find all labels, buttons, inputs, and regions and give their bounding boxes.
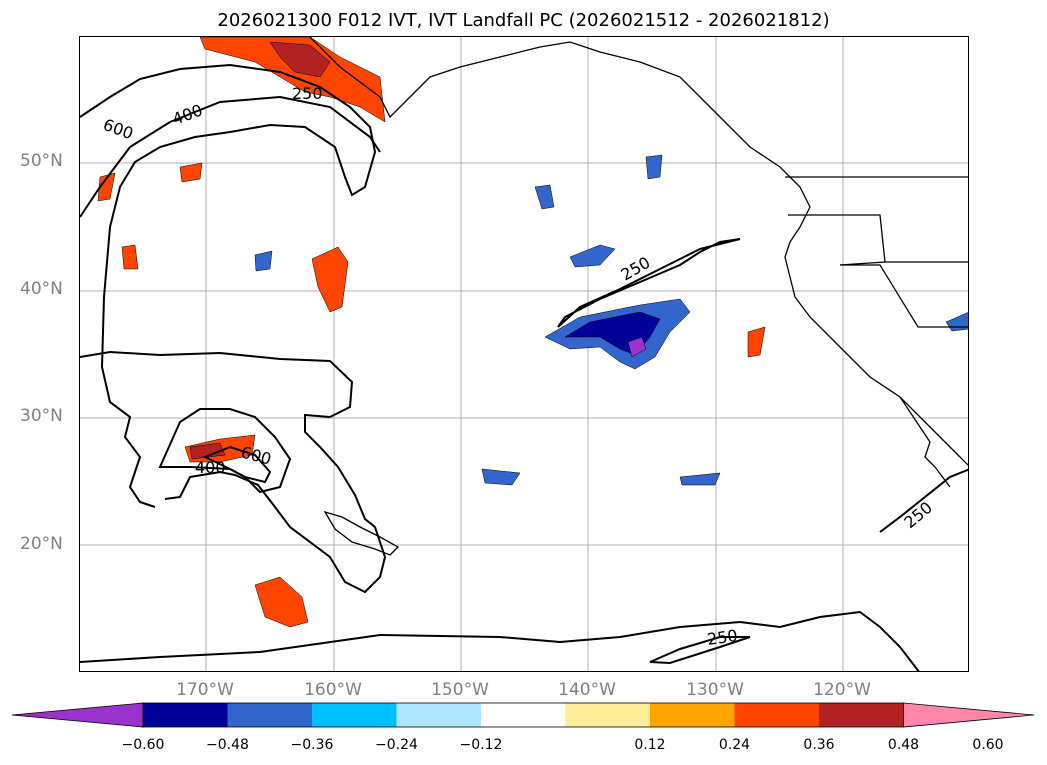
colorbar-segment — [143, 703, 228, 727]
colorbar-segments — [11, 702, 1035, 728]
contour-600-north — [80, 63, 377, 508]
colorbar-segment — [734, 703, 819, 727]
lon-label-160w: 160°W — [304, 680, 362, 700]
colorbar-tick-label: −0.48 — [206, 737, 249, 753]
fill-negative-north-central — [569, 244, 616, 268]
page-title: 2026021300 F012 IVT, IVT Landfall PC (20… — [217, 10, 830, 31]
colorbar-tick-label: −0.36 — [290, 737, 334, 753]
lon-label-130w: 130°W — [686, 680, 744, 700]
contour-250-south — [80, 610, 920, 671]
state-line-2 — [840, 264, 968, 328]
fill-negative-north-east — [645, 154, 663, 180]
colorbar-tick-label: 0.48 — [887, 737, 920, 753]
contour-600-inner — [202, 445, 272, 484]
colorbar-segment — [396, 703, 481, 727]
contour-label: 250 — [900, 498, 936, 532]
colorbar-tick-label: 0.36 — [803, 737, 835, 753]
colorbar-segment — [565, 703, 650, 727]
map-canvas: 600 400 250 600 400 250 250 250 — [80, 37, 968, 671]
colorbar-tick-label: −0.12 — [459, 737, 503, 753]
fill-positive-subtropic — [254, 576, 309, 628]
coastline-alaska — [309, 37, 968, 466]
colorbar-segment — [481, 703, 566, 727]
colorbar-tick-label: 0.60 — [972, 737, 1004, 753]
colorbar-extend-min — [11, 702, 144, 728]
map-panel[interactable]: 600 400 250 600 400 250 250 250 — [79, 36, 969, 672]
fill-negative-north-central-2 — [534, 184, 555, 210]
gridlines — [80, 37, 968, 671]
colorbar-tick-label: 0.12 — [634, 737, 666, 753]
colorbar-segment — [819, 703, 904, 727]
contour-label: 600 — [101, 115, 136, 143]
contour-label: 400 — [195, 458, 226, 477]
lat-label-30n: 30°N — [20, 406, 63, 426]
fill-positive-wc-1 — [747, 326, 766, 358]
colorbar-segment — [650, 703, 735, 727]
ivt-anomaly-fills — [97, 37, 968, 628]
contour-label: 400 — [170, 100, 205, 128]
fill-positive-north-1 — [179, 162, 203, 183]
lon-label-150w: 150°W — [431, 680, 489, 700]
contour-250-south-inner — [649, 636, 751, 665]
fill-negative-hawaii-west — [254, 250, 273, 272]
contour-250-southeast — [879, 468, 968, 533]
lon-label-120w: 120°W — [813, 680, 871, 700]
fill-negative-wc-1 — [945, 312, 968, 332]
contour-label: 250 — [618, 253, 654, 285]
colorbar-tick-label: −0.24 — [375, 737, 418, 753]
coastline-baja — [899, 396, 951, 488]
colorbar-tick-label: −0.60 — [121, 737, 165, 753]
fill-strong-alaska — [269, 41, 331, 78]
lon-label-170w: 170°W — [176, 680, 234, 700]
state-line-1 — [788, 214, 886, 266]
colorbar-segment — [227, 703, 312, 727]
contour-labels: 600 400 250 600 400 250 250 250 — [101, 84, 936, 649]
fill-positive-alaska — [199, 37, 386, 123]
colorbar-tick-label: 0.24 — [718, 737, 751, 753]
lat-label-20n: 20°N — [20, 534, 63, 554]
ivt-contours — [80, 63, 968, 671]
contour-label: 600 — [239, 443, 273, 469]
hawaii-islands — [323, 510, 400, 556]
contour-400-north — [80, 95, 381, 218]
contour-label: 250 — [706, 626, 739, 649]
contour-250-central — [557, 238, 741, 328]
lon-label-140w: 140°W — [558, 680, 616, 700]
fill-negative-wc-2 — [679, 472, 721, 486]
coastlines — [309, 37, 968, 556]
fill-purple-central — [627, 336, 647, 358]
fill-positive-30n-strong — [189, 442, 226, 460]
contour-400-west — [80, 350, 387, 594]
fill-positive-far-west — [121, 244, 139, 270]
colorbar-segment — [312, 703, 397, 727]
lat-label-40n: 40°N — [20, 279, 63, 299]
fill-positive-160w — [311, 246, 349, 313]
fill-negative-nw-1 — [481, 468, 521, 486]
lat-label-50n: 50°N — [20, 151, 63, 171]
contour-label: 250 — [292, 84, 323, 103]
colorbar — [11, 702, 1035, 728]
colorbar-extend-max — [903, 702, 1035, 728]
